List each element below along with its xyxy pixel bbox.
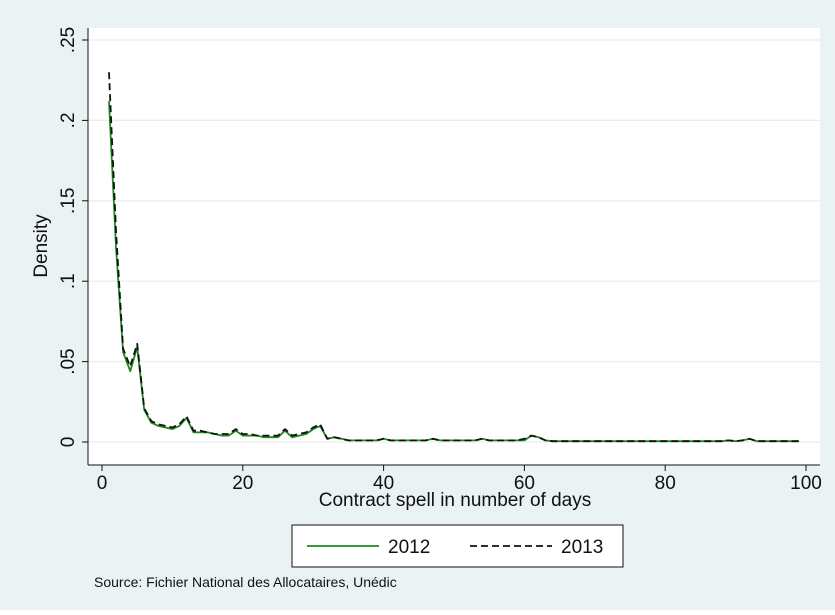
legend-label-2012: 2012 [388, 537, 430, 558]
legend-label-2013: 2013 [561, 537, 603, 558]
plot-area [88, 28, 820, 465]
axes: 0 .05 .1 .15 .2 .25 0 20 40 60 80 100 [58, 27, 822, 494]
y-tick-label: 0 [58, 437, 79, 448]
y-tick-label: .15 [58, 188, 79, 214]
series-layer [108, 72, 799, 443]
series-line-2013 [108, 72, 799, 443]
x-tick-label: 80 [655, 473, 676, 494]
x-tick-label: 40 [373, 473, 394, 494]
legend: 2012 2013 [291, 524, 624, 568]
x-tick-label: 60 [514, 473, 535, 494]
y-tick-label: .2 [58, 112, 79, 128]
x-tick-label: 20 [232, 473, 253, 494]
source-note: Source: Fichier National des Allocataire… [94, 574, 397, 590]
y-axis-label: Density [31, 214, 52, 278]
x-tick-label: 100 [790, 473, 822, 494]
y-tick-label: .05 [58, 348, 79, 374]
x-axis-label: Contract spell in number of days [319, 490, 591, 511]
y-tick-label: .1 [58, 273, 79, 289]
y-tick-label: .25 [58, 27, 79, 53]
x-tick-label: 0 [97, 473, 108, 494]
